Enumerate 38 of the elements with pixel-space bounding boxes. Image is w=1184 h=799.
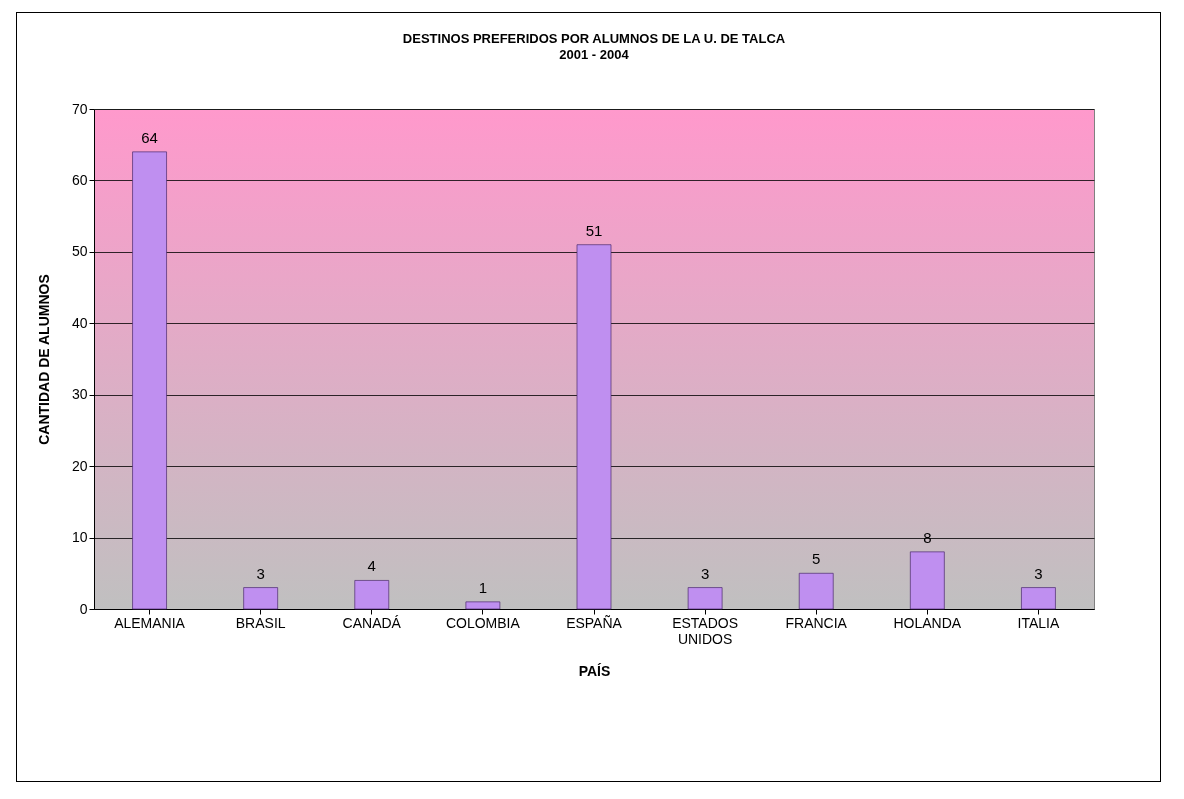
data-label: 3	[256, 564, 265, 582]
x-tick-label: COLOMBIA	[445, 614, 521, 631]
data-label: 4	[367, 557, 376, 575]
x-tick-label: ESPAÑA	[566, 614, 623, 631]
x-tick-label: ESTADOS UNIDOS	[672, 614, 739, 647]
bar	[576, 244, 612, 610]
data-label: 3	[700, 564, 710, 582]
y-tick-label: 20	[71, 457, 88, 474]
x-tick-label: CANADÁ	[342, 614, 402, 631]
bar	[465, 601, 501, 610]
y-tick-label: 40	[71, 314, 88, 331]
chart-subtitle: 2001 - 2004	[559, 47, 630, 62]
bar	[243, 587, 279, 610]
y-tick-label: 60	[71, 171, 88, 188]
bar	[132, 151, 167, 610]
x-axis-title: PAÍS	[578, 662, 611, 679]
data-label: 1	[478, 578, 488, 596]
y-axis-title: CANTIDAD DE ALUMNOS	[35, 274, 52, 445]
bar	[354, 580, 390, 610]
y-tick-label: 50	[71, 243, 88, 260]
data-label: 5	[812, 550, 821, 568]
y-tick-label: 70	[71, 100, 88, 117]
data-label: 51	[585, 221, 603, 239]
x-tick-label: ITALIA	[1017, 614, 1060, 631]
bar	[687, 587, 723, 610]
x-tick-label: ALEMANIA	[114, 614, 186, 631]
bar	[1021, 587, 1056, 610]
y-tick-label: 30	[71, 386, 88, 403]
y-tick-label: 0	[79, 600, 88, 617]
y-tick-label: 10	[71, 529, 88, 546]
chart-title: DESTINOS PREFERIDOS POR ALUMNOS DE LA U. DE TALCA	[402, 31, 786, 46]
x-tick-label: HOLANDA	[893, 614, 962, 631]
x-tick-label: BRASIL	[235, 614, 286, 631]
bar	[909, 551, 945, 610]
data-label: 64	[141, 128, 158, 146]
bar	[798, 572, 834, 610]
x-tick-label: FRANCIA	[785, 614, 848, 631]
data-label: 3	[1034, 564, 1043, 582]
